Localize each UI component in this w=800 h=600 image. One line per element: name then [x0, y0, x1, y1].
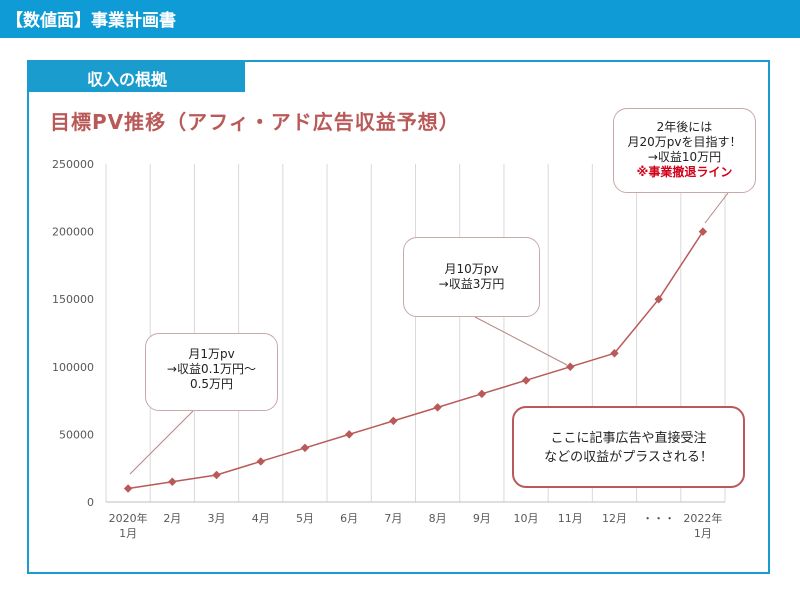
data-point — [610, 349, 619, 358]
data-point — [521, 376, 531, 385]
data-point — [212, 470, 221, 480]
callout-3-pointer — [704, 192, 729, 224]
x-axis: 2020年 1月 2月 3月 4月 5月 6月 7月 8月 9月 10月 11月 12月 ・・・ 2022年… — [109, 511, 723, 540]
callout-2-pointer — [474, 316, 568, 366]
x-tick-label: 2020年 1月 — [109, 511, 148, 540]
callout-3-line2: 月20万pvを目指す！ — [627, 135, 742, 149]
callout-2-line1: 月10万pv — [444, 262, 499, 276]
callout-1-line1: 月1万pv — [188, 347, 235, 361]
callout-1man-pv: 月1万pv →収益0.1万円～ 0.5万円 — [145, 333, 278, 411]
data-point — [477, 389, 487, 399]
chart-title: 目標PV推移（アフィ・アド広告収益予想） — [50, 110, 460, 134]
series — [123, 227, 708, 493]
x-tick-label: 2月 — [163, 512, 181, 525]
data-point — [433, 403, 442, 412]
callout-2-line2: →収益3万円 — [438, 277, 505, 291]
callout-3-line1: 2年後には — [656, 120, 713, 134]
callout-1-line3: 0.5万円 — [189, 377, 234, 391]
callout-1-line2: →収益0.1万円～ — [166, 362, 257, 376]
x-tick-label: 3月 — [208, 512, 226, 525]
x-tick-label: 9月 — [473, 512, 491, 525]
callout-20man-pv: 2年後には 月20万pvを目指す！ →収益10万円 ※事業撤退ライン — [613, 108, 756, 193]
series-line — [127, 231, 704, 490]
note-line1: ここに記事広告や直接受注 — [550, 431, 707, 446]
y-tick-label: 100000 — [52, 361, 94, 374]
x-tick-label: 7月 — [384, 512, 402, 525]
x-tick-label: 10月 — [514, 512, 539, 525]
section-label: 収入の根拠 — [29, 62, 245, 92]
x-tick-label: 11月 — [558, 512, 583, 525]
data-point — [566, 362, 575, 372]
x-tick-label: 2022年 1月 — [683, 511, 722, 540]
x-tick-label: 12月 — [602, 512, 627, 525]
data-point — [344, 430, 354, 439]
data-point — [654, 294, 663, 304]
callout-pointers — [129, 192, 729, 475]
note-line2: などの収益がプラスされる！ — [544, 450, 713, 465]
x-tick-label: 5月 — [296, 512, 314, 525]
data-point — [389, 416, 398, 426]
data-point — [123, 484, 133, 493]
callout-3-line4: ※事業撤退ライン — [636, 165, 733, 179]
x-tick-label: 4月 — [252, 512, 270, 525]
data-point — [256, 457, 265, 466]
callout-10man-pv: 月10万pv →収益3万円 — [403, 237, 540, 317]
x-tick-label: ・・・ — [642, 512, 675, 525]
y-tick-label: 200000 — [52, 226, 94, 239]
x-tick-label: 8月 — [429, 512, 447, 525]
data-point — [300, 443, 310, 453]
data-point — [168, 477, 177, 486]
page-title: 【数値面】事業計画書 — [6, 11, 176, 31]
callout-3-line3: →収益10万円 — [647, 150, 722, 164]
data-point — [698, 227, 708, 236]
callout-1-pointer — [129, 410, 194, 475]
note-box: ここに記事広告や直接受注 などの収益がプラスされる！ — [512, 406, 745, 488]
y-tick-label: 0 — [87, 496, 94, 509]
y-tick-label: 150000 — [52, 293, 94, 306]
y-tick-label: 250000 — [52, 158, 94, 171]
y-tick-label: 50000 — [59, 428, 94, 441]
y-axis: 250000 200000 150000 100000 50000 0 — [52, 158, 94, 509]
section-label-text: 収入の根拠 — [87, 70, 168, 89]
x-tick-label: 6月 — [340, 512, 358, 525]
header-bar — [0, 0, 800, 38]
